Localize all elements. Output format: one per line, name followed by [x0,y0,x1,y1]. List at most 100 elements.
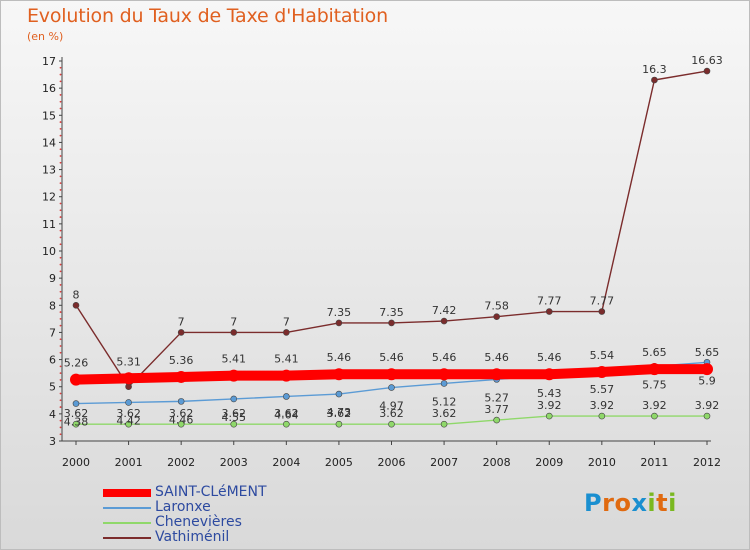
y-minor-tick [59,284,62,286]
data-point-laronxe [177,398,185,405]
data-point-vathimenil [651,76,658,84]
data-label-chenevieres: 3.62 [379,407,404,420]
y-tick-label: 16 [42,82,56,95]
y-minor-tick [59,338,62,341]
y-minor-tick [59,256,62,259]
data-label-saint-clement: 5.41 [274,353,299,366]
y-minor-tick [59,236,62,239]
data-label-saint-clement: 5.46 [484,351,509,364]
data-label-laronxe: 4.38 [64,416,89,429]
y-tick-label: 15 [42,109,56,122]
y-minor-tick [59,202,62,205]
data-label-vathimenil: 16.63 [691,54,723,67]
y-tick-label: 10 [42,245,56,258]
y-minor-tick [59,73,62,76]
data-point-vathimenil [440,317,448,325]
data-label-saint-clement: 5.54 [590,349,615,362]
data-label-vathimenil: 7 [230,315,237,328]
logo-letter: x [631,489,648,517]
x-tick-label: 2011 [640,456,668,469]
y-minor-tick [59,148,62,151]
y-minor-tick [59,317,62,320]
x-tick-label: 2004 [272,456,300,469]
data-point-chenevieres [545,412,553,420]
y-tick-label: 5 [49,381,56,394]
y-minor-tick [59,80,62,83]
data-label-laronxe: 4.73 [327,406,352,419]
data-label-chenevieres: 3.62 [327,407,352,420]
data-label-saint-clement: 5.26 [64,357,89,370]
y-minor-tick [59,121,62,123]
y-minor-tick [59,161,62,164]
unit-label: (en %) [27,30,64,43]
y-minor-tick [59,100,62,103]
data-label-saint-clement: 5.65 [642,346,667,359]
y-minor-tick [59,426,62,429]
data-point-chenevieres [72,420,80,428]
data-point-saint-clement [332,368,345,381]
y-minor-tick [59,66,62,69]
x-tick-label: 2005 [325,456,353,469]
data-label-laronxe: 4.55 [222,411,247,424]
data-label-laronxe: 4.97 [379,400,404,413]
data-label-laronxe: 5.57 [590,383,615,396]
data-label-saint-clement: 5.46 [327,351,352,364]
y-minor-tick [59,399,62,402]
data-point-chenevieres [440,420,448,428]
logo-letter: P [584,489,603,517]
y-minor-tick [59,290,62,293]
data-point-laronxe [125,399,132,406]
x-tick-label: 2010 [588,456,616,469]
data-label-saint-clement: 5.46 [379,351,404,364]
data-point-vathimenil [125,383,132,391]
data-label-vathimenil: 7.42 [432,304,457,317]
data-label-chenevieres: 3.92 [695,399,720,412]
legend-label-saint-clement: SAINT-CLéMENT [155,484,267,500]
y-tick-label: 4 [49,408,56,421]
y-minor-tick [59,345,62,347]
x-tick-label: 2008 [483,456,511,469]
y-minor-tick [59,243,62,246]
data-point-saint-clement [122,372,135,385]
data-point-laronxe [440,380,448,387]
logo-letter: t [656,489,669,517]
y-tick-label: 6 [49,354,56,367]
data-point-chenevieres [651,412,658,420]
data-label-saint-clement: 5.36 [169,354,194,367]
logo-letter: r [602,489,615,517]
y-minor-tick [59,94,62,96]
proxiti-logo: Proxiti [584,489,677,517]
data-point-saint-clement [438,368,451,381]
y-minor-tick [59,189,62,191]
legend-swatch-vathimenil [103,536,151,539]
data-label-laronxe: 5.27 [484,391,509,404]
legend-swatch-chenevieres [103,521,151,524]
y-minor-tick [59,107,62,110]
data-point-laronxe [230,395,238,403]
x-tick-label: 2003 [220,456,248,469]
data-label-chenevieres: 3.92 [642,399,667,412]
y-tick-label: 7 [49,326,56,339]
data-point-chenevieres [703,412,711,420]
x-tick-label: 2000 [62,456,90,469]
data-point-saint-clement [648,363,661,376]
x-tick-label: 2001 [115,456,143,469]
data-point-saint-clement [385,368,398,381]
legend-label-laronxe: Laronxe [155,499,211,515]
chart-title: Evolution du Taux de Taxe d'Habitation [27,5,388,27]
legend-label-vathimenil: Vathiménil [155,529,230,545]
y-minor-tick [59,216,62,218]
data-point-saint-clement [70,373,82,386]
data-label-vathimenil: 7 [283,315,290,328]
data-label-vathimenil: 7 [178,315,185,328]
legend-swatch-laronxe [103,506,151,509]
y-tick-label: 14 [42,136,56,149]
data-point-vathimenil [388,319,395,327]
data-label-chenevieres: 3.77 [484,403,509,416]
data-point-vathimenil [335,319,343,327]
data-point-chenevieres [125,420,132,428]
data-point-chenevieres [598,412,606,420]
y-minor-tick [59,433,62,436]
